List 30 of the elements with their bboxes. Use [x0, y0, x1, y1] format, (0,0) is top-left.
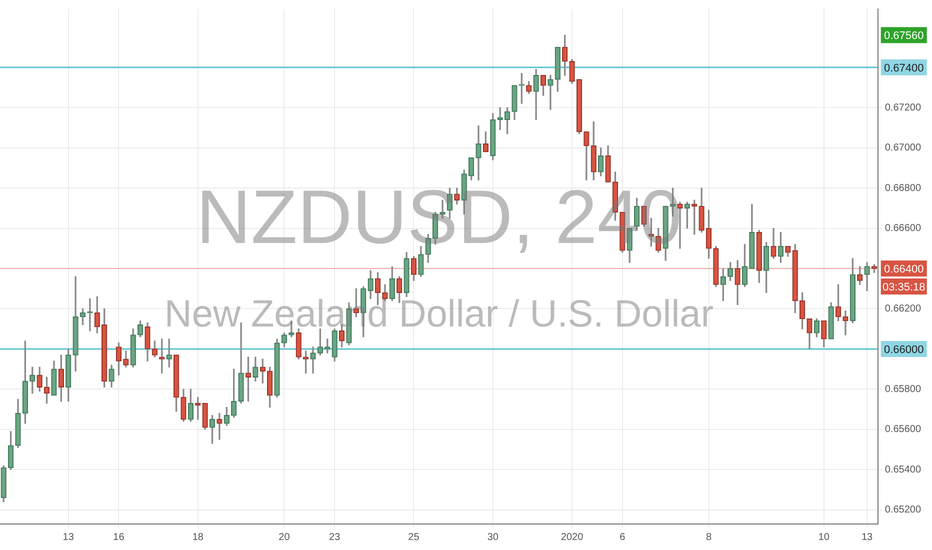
x-tick-label: 20 [278, 532, 290, 543]
x-tick-label: 6 [620, 532, 626, 543]
y-tick-label: 0.65600 [884, 424, 922, 436]
ref-line-label: 0.66400 [884, 264, 924, 276]
x-tick-label: 16 [113, 532, 125, 543]
x-tick-label: 23 [329, 532, 341, 543]
x-tick-label: 25 [408, 532, 420, 543]
candlestick [842, 310, 848, 336]
candlestick [310, 346, 316, 374]
x-tick-label: 10 [818, 532, 830, 543]
y-tick-label: 0.65400 [884, 464, 922, 476]
candlestick [216, 413, 222, 440]
text: 03:35:18 [882, 282, 926, 294]
candlestick [548, 75, 554, 110]
x-tick-label: 30 [487, 532, 499, 543]
y-tick-label: 0.66200 [884, 303, 922, 314]
x-tick-label: 18 [192, 532, 204, 543]
ref-line-label: 0.66000 [884, 344, 924, 356]
y-tick-label: 0.66800 [884, 182, 922, 194]
x-tick-label: 2020 [560, 532, 584, 543]
ref-line-label: 0.67400 [884, 62, 924, 74]
y-tick-label: 0.65200 [884, 504, 922, 516]
y-tick-label: 0.67000 [884, 142, 922, 154]
x-tick-label: 8 [706, 532, 712, 543]
y-tick-label: 0.66600 [884, 223, 922, 234]
y-tick-label: 0.67200 [884, 102, 922, 114]
x-tick-label: 13 [861, 532, 874, 543]
y-tick-label: 0.65800 [884, 384, 922, 395]
x-tick-label: 13 [62, 532, 74, 543]
text: 0.67560 [884, 30, 924, 42]
